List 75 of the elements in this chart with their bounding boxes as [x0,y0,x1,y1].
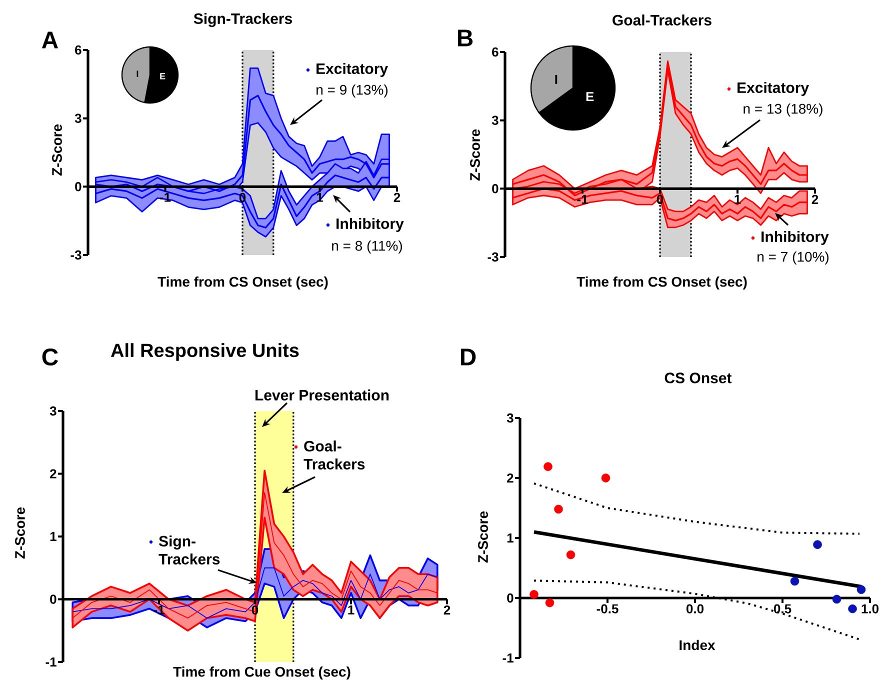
y-axis-title: Z-Score [470,129,480,181]
annotation: n = 8 (11%) [332,240,402,254]
annotation: n = 7 (10%) [758,251,829,265]
point [848,604,857,614]
annotation: n = 9 (13%) [316,84,388,98]
x-tick-label: 1.0 [862,604,879,614]
x-tick-label: -0.5 [596,604,618,614]
slice-label: I [555,74,558,84]
y-tick-label: 2 [507,473,514,483]
point [856,585,866,594]
y-tick-label: 1 [507,534,514,542]
legend-label: Sign-Trackers [158,535,220,564]
x-tick-label: 2 [444,605,450,615]
legend-label: Goal-Trackers [304,440,365,470]
x-axis-title: Time from CS Onset (sec) [576,276,747,290]
y-tick-label: 2 [50,469,56,478]
y-tick-label: 1 [50,532,56,541]
annotation: n = 13 (18%) [744,103,822,117]
y-tick-label: 0 [50,594,56,604]
y-tick-label: -1 [502,654,514,662]
x-tick-label: 1 [348,605,354,614]
y-axis-title: Z-Score [15,507,25,559]
y-tick-label: 0 [75,182,82,192]
chart-title: All Responsive Units [110,343,299,361]
y-tick-label: 3 [506,413,514,423]
x-tick-label: 2 [812,194,818,204]
point [554,504,563,514]
point [601,474,610,482]
point [813,540,822,549]
text: B [458,30,473,46]
x-axis-title: Time from Cue Onset (sec) [173,666,350,680]
y-tick-label: 0 [507,593,514,603]
x-tick-label: -1 [577,194,588,204]
chart-title: Sign-Trackers [194,12,292,28]
y-tick-label: -3 [70,250,82,260]
y-tick-label: 0 [492,184,498,194]
y-axis-title: Z-Score [52,124,62,176]
point [544,462,552,471]
chart-title: Goal-Trackers [612,14,712,26]
x-tick-label: 1 [734,194,741,204]
point [832,594,842,604]
x-tick-label: 0.5 [774,604,792,614]
legend-label: Excitatory [316,63,388,77]
legend-label: Excitatory [738,82,809,96]
x-axis-title: Time from CS Onset (sec) [158,276,328,290]
slice-label: I [136,70,138,77]
y-axis-title: Z-Score [478,511,488,563]
x-tick-label: 0 [239,192,246,202]
y-tick-label: 3 [50,406,56,416]
y-tick-label: 6 [492,47,498,57]
x-tick-label: 0 [252,605,258,615]
x-tick-label: -1 [160,192,171,202]
point [545,598,554,608]
text: A [42,32,58,48]
slice-label: E [586,92,594,102]
line-series [533,482,861,535]
y-tick-label: 6 [75,45,82,55]
x-tick-label: 2 [394,192,400,202]
point [790,576,800,586]
legend-label: Inhibitory [336,218,404,232]
x-tick-label: 1 [316,192,324,202]
y-tick-label: -3 [488,252,498,262]
point [566,550,576,560]
legend-label: Inhibitory [762,231,829,245]
y-tick-label: -1 [46,658,56,666]
y-tick-label: 3 [492,116,498,125]
y-tick-label: 3 [74,114,82,123]
slice-label: E [160,73,166,80]
text: D [460,348,476,366]
text: C [42,348,58,366]
band-label: Lever Presentation [255,389,389,400]
x-axis-title: Index [680,640,716,650]
x-tick-label: 0.0 [686,604,704,614]
chart-title: CS Onset [664,372,732,384]
point [530,590,538,599]
